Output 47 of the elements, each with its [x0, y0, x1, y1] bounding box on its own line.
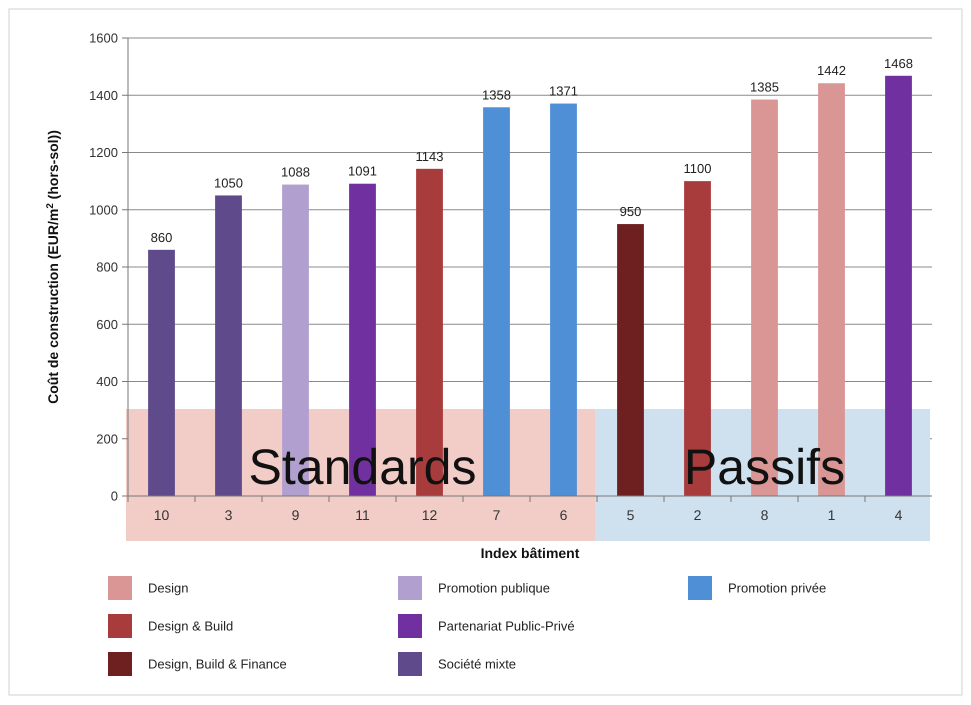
bar: [550, 104, 577, 496]
x-tick-label: 10: [154, 507, 170, 523]
bar: [483, 107, 510, 496]
y-tick-label: 200: [96, 431, 118, 446]
y-tick-label: 400: [96, 374, 118, 390]
x-axis-title: Index bâtiment: [480, 545, 580, 561]
y-tick-label: 1200: [89, 145, 118, 160]
data-label: 1091: [348, 164, 377, 179]
data-label: 950: [620, 204, 642, 220]
data-label: 1088: [281, 164, 310, 180]
x-tick-label: 5: [626, 507, 635, 523]
bar: [617, 224, 644, 496]
bar: [215, 195, 242, 496]
x-tick-label: 2: [694, 507, 702, 523]
x-tick-label: 9: [292, 507, 300, 523]
data-label: 1358: [482, 87, 511, 102]
data-label: 1050: [214, 175, 243, 190]
data-label: 1143: [416, 148, 444, 164]
x-tick-label: 3: [224, 507, 233, 523]
data-label: 1371: [549, 84, 578, 99]
data-label: 1385: [750, 80, 779, 95]
legend-label: Partenariat Public-Privé: [438, 618, 575, 634]
y-tick-label: 800: [96, 260, 118, 275]
y-tick-label: 1600: [89, 30, 118, 46]
x-tick-label: 11: [355, 507, 370, 523]
x-tick-label: 1: [828, 507, 836, 523]
x-tick-label: 12: [422, 507, 438, 523]
legend-label: Promotion publique: [438, 580, 550, 596]
data-label: 1442: [817, 63, 846, 78]
y-tick-label: 600: [96, 316, 118, 332]
x-tick-label: 4: [894, 507, 903, 523]
x-tick-label: 6: [560, 507, 568, 523]
y-tick-label: 1400: [89, 88, 118, 103]
x-tick-label: 8: [760, 507, 769, 523]
y-tick-label: 0: [110, 488, 118, 504]
bar: [148, 250, 175, 496]
legend-label: Promotion privée: [728, 580, 826, 596]
y-tick-label: 1000: [89, 202, 118, 218]
data-label: 1468: [884, 56, 913, 71]
legend-label: Design: [148, 580, 188, 596]
x-tick-label: 7: [492, 507, 501, 523]
bar: [885, 76, 912, 496]
legend-label: Design & Build: [148, 618, 234, 634]
data-label: 860: [150, 230, 172, 245]
legend-label: Société mixte: [438, 656, 516, 672]
data-label: 1100: [684, 161, 712, 176]
legend-label: Design, Build & Finance: [148, 656, 287, 672]
